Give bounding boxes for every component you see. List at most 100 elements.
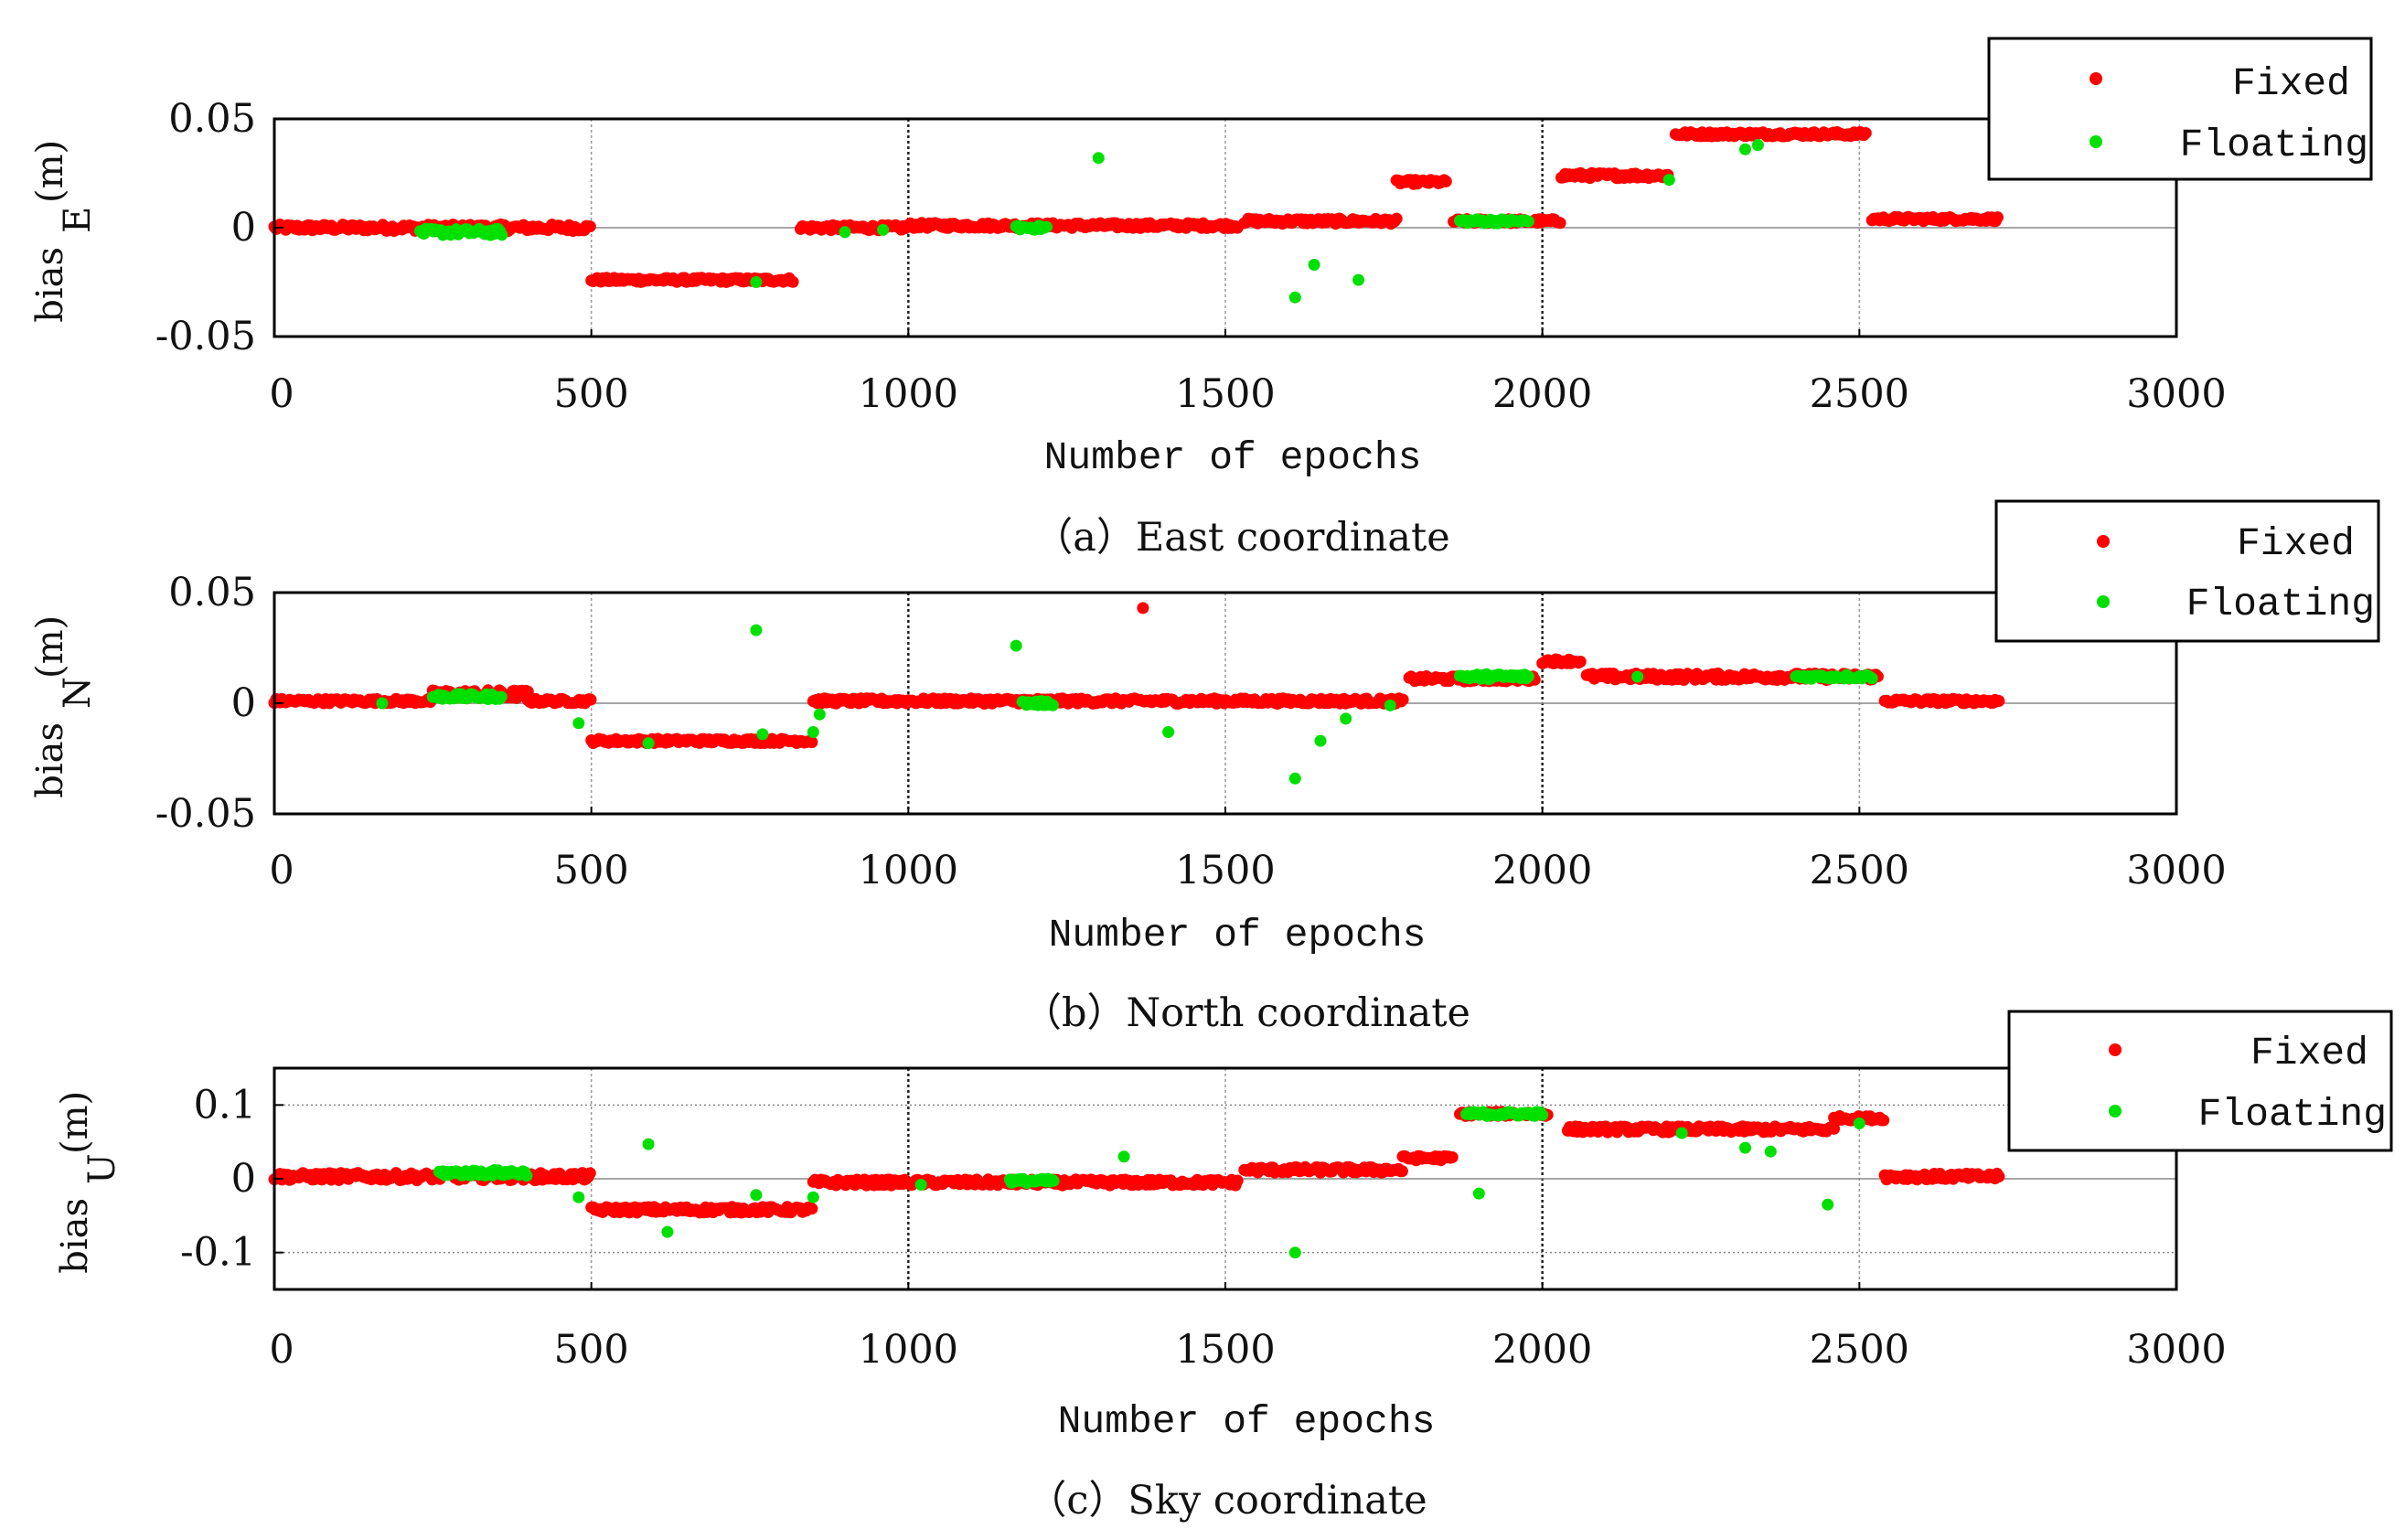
data-point-fixed	[1554, 217, 1566, 230]
panel-a-legend-fixed-marker	[2090, 72, 2102, 85]
data-point-floating	[1352, 273, 1365, 286]
data-point-floating	[1288, 772, 1301, 785]
data-point-floating	[1751, 139, 1764, 152]
panel-c-ylabel-sub: U	[81, 1153, 123, 1184]
data-point-floating	[1308, 259, 1320, 271]
panel-b-legend-fixed-marker	[2097, 535, 2110, 548]
data-point-floating	[1288, 291, 1301, 304]
data-point-floating	[1739, 1141, 1751, 1154]
panel-c-ylabel-main: bias	[54, 1198, 96, 1274]
data-point-floating	[756, 728, 769, 741]
data-point-fixed	[521, 685, 534, 698]
xtick-label: 1500	[1175, 1327, 1275, 1373]
data-point-fixed	[1395, 1165, 1408, 1178]
data-point-floating	[572, 1191, 585, 1203]
data-point-fixed	[1859, 127, 1872, 139]
xtick-label: 1500	[1175, 848, 1275, 893]
xtick-label: 1000	[859, 848, 958, 893]
data-point-floating	[1822, 1198, 1834, 1211]
data-point-floating	[1865, 672, 1878, 685]
ytick-label: 0.05	[168, 96, 256, 142]
panel-b-legend-box	[1994, 499, 2380, 643]
data-point-floating	[1288, 1246, 1301, 1259]
data-point-fixed	[583, 1167, 596, 1180]
panel-b: 0 500 1000 1500 2000 2500 3000 0.05 0 -0.05 Numbe…	[29, 499, 2380, 1036]
panel-a-ylabel: bias E (m)	[29, 140, 99, 323]
data-point-floating	[750, 276, 763, 288]
panel-a: 0 500 1000 1500 2000 2500 3000 0.05 0 -0.05 Numbe…	[29, 37, 2373, 561]
panel-a-ylabel-sub: E	[57, 207, 99, 233]
data-point-floating	[1340, 712, 1352, 725]
data-point-fixed	[1137, 602, 1149, 615]
panel-a-ylabel-unit: (m)	[29, 140, 71, 203]
xtick-label: 500	[554, 848, 629, 893]
ytick-label: 0	[231, 1156, 256, 1202]
panel-b-ylabel-main: bias	[29, 722, 71, 798]
data-point-fixed	[806, 1203, 818, 1215]
xtick-label: 1500	[1175, 371, 1275, 417]
xtick-label: 2500	[1810, 371, 1909, 417]
panel-b-xlabel: Number of epochs	[1049, 913, 1427, 957]
xtick-label: 3000	[2126, 1327, 2226, 1373]
panel-c-legend-fixed-marker	[2109, 1043, 2122, 1056]
data-point-floating	[750, 624, 763, 636]
panel-a-points	[268, 125, 2004, 304]
data-point-fixed	[1439, 175, 1452, 187]
ytick-label: -0.05	[155, 314, 256, 359]
data-point-floating	[750, 1189, 763, 1202]
data-point-floating	[642, 1138, 655, 1150]
data-point-floating	[1536, 1108, 1549, 1121]
data-point-floating	[813, 708, 826, 721]
xtick-label: 1000	[859, 1327, 958, 1373]
panel-b-ylabel-sub: N	[57, 677, 99, 709]
data-point-floating	[661, 1225, 674, 1238]
panel-c-legend-floating-marker	[2109, 1105, 2122, 1118]
panel-c-ylabel-unit: (m)	[54, 1091, 96, 1154]
data-point-floating	[1010, 639, 1022, 652]
data-point-fixed	[786, 275, 799, 288]
ytick-label: 0.05	[168, 570, 256, 615]
panel-a-legend: Fixed Floating	[1987, 37, 2373, 181]
data-point-fixed	[584, 693, 597, 706]
data-point-floating	[1631, 670, 1644, 683]
panel-a-legend-box	[1987, 37, 2373, 181]
panel-b-legend: Fixed Floating	[1994, 499, 2380, 643]
panel-b-ticks: 0 500 1000 1500 2000 2500 3000 0.05 0 -0.05	[155, 570, 2227, 893]
data-point-fixed	[1574, 656, 1587, 668]
data-point-fixed	[1396, 693, 1409, 706]
data-point-fixed	[806, 736, 818, 749]
xtick-label: 3000	[2126, 371, 2226, 417]
panel-b-legend-floating-marker	[2097, 595, 2110, 608]
xtick-label: 0	[269, 1327, 294, 1373]
data-point-floating	[1384, 699, 1396, 711]
panel-a-caption: （a）East coordinate	[1033, 515, 1449, 561]
panel-a-legend-fixed-label: Fixed	[2232, 61, 2350, 106]
panel-a-ticks: 0 500 1000 1500 2000 2500 3000 0.05 0 -0.05	[155, 96, 2227, 417]
data-point-floating	[1662, 174, 1675, 187]
xtick-label: 500	[554, 371, 629, 417]
panel-b-ylabel: bias N (m)	[29, 615, 99, 798]
data-point-fixed	[1231, 1174, 1244, 1187]
panel-a-legend-floating-marker	[2090, 135, 2102, 148]
data-point-floating	[1675, 1127, 1688, 1139]
data-point-fixed	[1993, 1171, 2005, 1182]
data-point-fixed	[1992, 211, 2004, 224]
panel-b-legend-fixed-label: Fixed	[2237, 521, 2355, 566]
panel-a-xlabel: Number of epochs	[1044, 435, 1422, 480]
panel-c-points	[268, 1106, 2005, 1259]
xtick-label: 0	[269, 848, 294, 893]
data-point-floating	[1041, 220, 1053, 233]
data-point-floating	[914, 1179, 927, 1191]
xtick-label: 2000	[1492, 371, 1592, 417]
data-point-floating	[807, 1191, 819, 1203]
xtick-label: 1000	[859, 371, 958, 417]
data-point-floating	[1117, 1150, 1130, 1163]
data-point-floating	[1047, 1174, 1060, 1187]
data-point-floating	[496, 229, 508, 241]
panel-c-legend-floating-label: Floating	[2198, 1092, 2387, 1137]
panel-b-ylabel-unit: (m)	[29, 615, 71, 679]
panel-c-ylabel: bias U (m)	[54, 1091, 123, 1274]
data-point-floating	[520, 1170, 533, 1182]
data-point-floating	[642, 737, 655, 750]
xtick-label: 2000	[1492, 1327, 1592, 1373]
